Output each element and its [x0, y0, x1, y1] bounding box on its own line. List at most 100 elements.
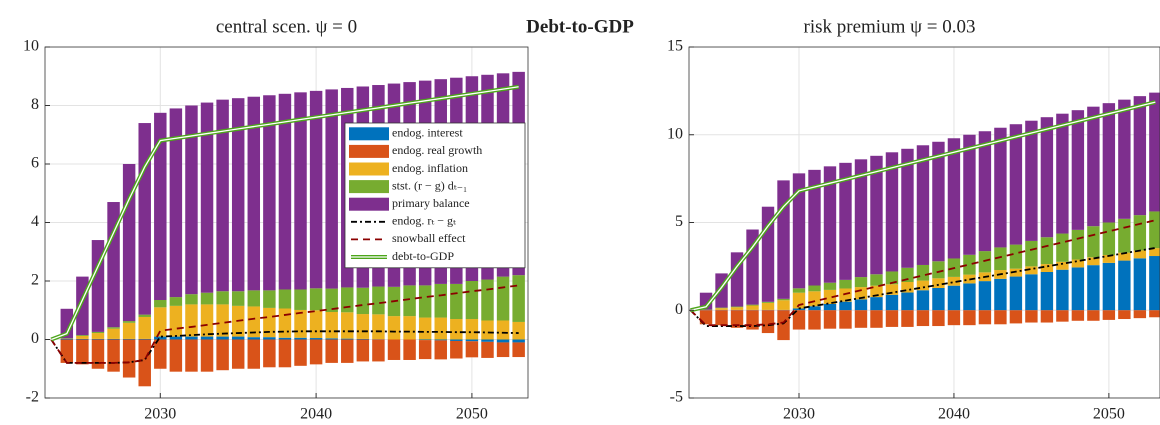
axes-frame	[44, 46, 529, 399]
bar	[1149, 211, 1160, 249]
bar	[418, 339, 432, 341]
bar	[122, 339, 136, 378]
bar	[963, 283, 976, 311]
bar	[91, 339, 105, 369]
y-tick-label: 0	[31, 330, 39, 347]
legend-label: endog. inflation	[392, 161, 468, 175]
bar	[216, 336, 229, 340]
legend-swatch	[349, 144, 389, 158]
y-tick-label: 2	[31, 272, 39, 289]
bar	[325, 339, 338, 363]
bar	[808, 285, 821, 292]
bar	[107, 338, 120, 340]
bar	[60, 338, 74, 339]
x-tick-label: 2030	[144, 406, 176, 423]
bar	[169, 108, 183, 298]
legend-label: endog. interest	[392, 126, 463, 140]
bar	[1040, 264, 1054, 272]
bar	[231, 336, 245, 340]
bar	[341, 339, 354, 363]
bar	[1102, 103, 1116, 223]
bar	[777, 298, 790, 301]
legend-label: debt-to-GDP	[392, 249, 454, 263]
bar	[1102, 310, 1116, 320]
bar	[247, 306, 261, 338]
bar	[823, 303, 837, 311]
bar	[1133, 96, 1147, 216]
bar	[823, 282, 837, 290]
bar	[216, 291, 229, 305]
panel-title: central scen. ψ = 0	[216, 16, 357, 37]
bar	[91, 331, 105, 334]
bar	[372, 314, 385, 340]
bar	[1071, 229, 1085, 260]
bar	[91, 333, 105, 339]
bar	[216, 304, 229, 337]
bar	[1009, 244, 1023, 269]
bar	[885, 310, 899, 327]
bar	[761, 302, 775, 310]
bar	[1087, 265, 1100, 311]
bar	[341, 287, 354, 313]
bar	[932, 141, 945, 262]
bar	[169, 339, 183, 372]
bar	[1149, 256, 1160, 311]
bar	[341, 312, 354, 339]
figure-title: Debt-to-GDP	[526, 16, 634, 37]
bar	[496, 276, 510, 321]
bar	[1118, 99, 1131, 219]
bar	[932, 287, 945, 311]
bar	[870, 310, 883, 328]
bar	[138, 316, 151, 339]
bar	[963, 254, 976, 275]
bar	[263, 290, 276, 308]
bar	[730, 252, 744, 307]
y-tick-label: 10	[667, 125, 683, 142]
bar	[1102, 262, 1116, 311]
axes-frame	[688, 46, 1160, 399]
bar	[1071, 110, 1085, 230]
bar	[1056, 233, 1069, 262]
bar	[107, 328, 120, 339]
bar	[138, 339, 151, 387]
bar	[978, 251, 992, 273]
bar	[465, 281, 479, 320]
bar	[263, 307, 276, 338]
bar	[777, 310, 790, 341]
bar	[200, 336, 214, 340]
bar	[854, 310, 868, 328]
bar	[278, 308, 292, 338]
bar	[1118, 310, 1131, 320]
bar	[885, 271, 899, 285]
bar	[730, 307, 744, 310]
bar	[465, 319, 479, 340]
bar	[932, 261, 945, 279]
bar	[341, 338, 354, 340]
bar	[901, 148, 914, 268]
bar	[947, 285, 961, 311]
x-tick-label: 2050	[456, 406, 488, 423]
bar	[901, 292, 914, 311]
bar	[434, 317, 447, 340]
bar	[808, 169, 821, 286]
bar	[76, 338, 89, 340]
bar	[356, 338, 370, 340]
bar	[60, 339, 74, 363]
bar	[1056, 310, 1069, 322]
bar	[403, 285, 416, 317]
bar	[1025, 274, 1038, 311]
bar	[746, 305, 759, 310]
legend-label: endog. rₜ − gₜ	[392, 214, 456, 228]
bar	[1102, 222, 1116, 255]
bar	[839, 162, 852, 280]
bar	[1133, 310, 1147, 319]
series-line-highlight	[51, 86, 519, 341]
bar	[216, 99, 229, 292]
legend: endog. interest endog. real growth endog. …	[344, 122, 526, 269]
bar	[200, 102, 214, 293]
bar	[138, 338, 151, 340]
bar	[247, 96, 261, 291]
bar	[1040, 117, 1054, 238]
bar	[1133, 215, 1147, 251]
